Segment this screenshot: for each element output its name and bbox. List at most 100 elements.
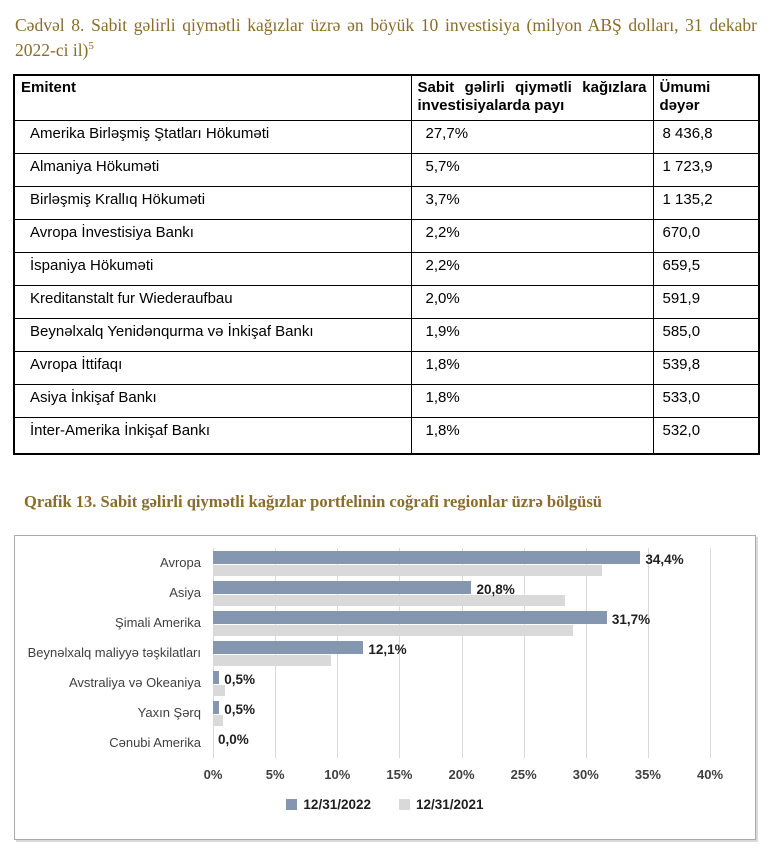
table-caption: Cədvəl 8. Sabit gəlirli qiymətli kağızla… (15, 13, 757, 63)
table-row: İnter-Amerika İnkişaf Bankı 1,8% 532,0 (13, 417, 760, 455)
table-row: Avropa İttifaqı 1,8% 539,8 (13, 351, 760, 386)
share-cell: 2,2% (410, 252, 654, 287)
value-cell: 670,0 (652, 219, 760, 254)
table-row: Kreditanstalt fur Wiederaufbau 2,0% 591,9 (13, 285, 760, 320)
legend-item-2022: 12/31/2022 (286, 797, 371, 812)
bar-2021 (213, 594, 565, 606)
column-header-total-value: Ümumi dəyər (652, 74, 760, 122)
value-cell: 533,0 (652, 384, 760, 419)
chart-bar-row: 0,5% (213, 668, 710, 698)
chart-plot-area: 34,4% 20,8% 31,7% 12,1% 0,5% 0,5% 0,0% (213, 547, 711, 758)
table-row: Avropa İnvestisiya Bankı 2,2% 670,0 (13, 219, 760, 254)
bar-2022 (213, 580, 472, 594)
x-axis-tick: 30% (572, 766, 599, 782)
share-cell: 1,9% (410, 318, 654, 353)
chart-category-label: Avropa (160, 554, 201, 570)
chart-bar-row: 0,0% (213, 728, 710, 758)
share-cell: 1,8% (410, 417, 654, 455)
bar-value-label: 0,0% (218, 731, 249, 747)
chart-category-label: Yaxın Şərq (137, 704, 201, 720)
emitent-cell: İspaniya Hökuməti (13, 252, 412, 287)
table-caption-text: Cədvəl 8. Sabit gəlirli qiymətli kağızla… (15, 15, 757, 60)
bar-2021 (213, 624, 574, 636)
x-axis-spacer (15, 767, 213, 785)
table-row: Beynəlxalq Yenidənqurma və İnkişaf Bankı… (13, 318, 760, 353)
share-cell: 1,8% (410, 384, 654, 419)
legend-label-2022: 12/31/2022 (303, 796, 371, 812)
share-cell: 1,8% (410, 351, 654, 386)
emitent-cell: Avropa İnvestisiya Bankı (13, 219, 412, 254)
emitent-cell: Kreditanstalt fur Wiederaufbau (13, 285, 412, 320)
x-axis-tick: 25% (510, 766, 537, 782)
bar-value-label: 20,8% (476, 581, 515, 597)
chart-category-label: Avstraliya və Okeaniya (69, 674, 201, 690)
gridline (710, 547, 711, 758)
bar-2021 (213, 714, 223, 726)
x-axis-tick: 0% (203, 766, 223, 782)
column-header-emitent: Emitent (13, 74, 412, 122)
chart-category-label: Asiya (169, 584, 201, 600)
value-cell: 8 436,8 (652, 120, 760, 155)
top-investments-table: Emitent Sabit gəlirli qiymətli kağızlara… (13, 73, 760, 455)
x-axis-tick: 5% (265, 766, 285, 782)
share-cell: 3,7% (410, 186, 654, 221)
value-cell: 1 135,2 (652, 186, 760, 221)
chart-category-label: Beynəlxalq maliyyə təşkilatları (27, 644, 201, 660)
gridline (647, 547, 649, 758)
legend-item-2021: 12/31/2021 (399, 797, 484, 812)
chart-category-label: Cənubi Amerika (109, 734, 201, 750)
bar-value-label: 0,5% (224, 701, 255, 717)
chart-caption: Qrafik 13. Sabit gəlirli qiymətli kağızl… (24, 491, 602, 511)
bar-value-label: 31,7% (611, 611, 651, 627)
emitent-cell: Avropa İttifaqı (13, 351, 412, 386)
x-axis-tick: 20% (448, 766, 475, 782)
gridline (399, 547, 401, 758)
gridline (523, 547, 525, 758)
gridline (585, 547, 587, 758)
bar-2021 (213, 564, 602, 576)
chart-bar-row: 12,1% (213, 638, 710, 668)
chart-bar-row: 20,8% (213, 578, 710, 608)
bar-2021 (213, 684, 226, 696)
bar-2022 (213, 640, 364, 654)
emitent-cell: Beynəlxalq Yenidənqurma və İnkişaf Bankı (13, 318, 412, 353)
chart-category-labels: Avropa Asiya Şimali Amerika Beynəlxalq mali… (15, 548, 213, 758)
emitent-cell: Amerika Birləşmiş Ştatları Hökuməti (13, 120, 412, 155)
value-cell: 539,8 (652, 351, 760, 386)
column-header-share: Sabit gəlirli qiymətli kağızlara investi… (410, 74, 654, 122)
emitent-cell: İnter-Amerika İnkişaf Bankı (13, 417, 412, 455)
x-axis-tick: 35% (634, 766, 661, 782)
value-cell: 585,0 (652, 318, 760, 353)
chart-x-axis-row: 0% 5% 10% 15% 20% 25% 30% 35% 40% (15, 767, 755, 785)
table-row: Amerika Birləşmiş Ştatları Hökuməti 27,7%… (13, 120, 760, 155)
emitent-cell: Almaniya Hökuməti (13, 153, 412, 188)
chart-plot-rows: 34,4% 20,8% 31,7% 12,1% 0,5% 0,5% 0,0% (213, 548, 710, 758)
table-row: İspaniya Hökuməti 2,2% 659,5 (13, 252, 760, 287)
legend-swatch-2022 (286, 798, 298, 810)
value-cell: 532,0 (652, 417, 760, 455)
table-header-row: Emitent Sabit gəlirli qiymətli kağızlara… (13, 74, 760, 122)
bar-value-label: 0,5% (224, 671, 255, 687)
chart-x-axis: 0% 5% 10% 15% 20% 25% 30% 35% 40% (204, 766, 723, 785)
emitent-cell: Birləşmiş Krallıq Hökuməti (13, 186, 412, 221)
share-cell: 27,7% (410, 120, 654, 155)
footnote-marker: 5 (88, 40, 94, 53)
bar-2021 (213, 654, 332, 666)
legend-swatch-2021 (399, 798, 410, 810)
chart-category-label: Şimali Amerika (115, 614, 201, 630)
chart-legend: 12/31/2022 12/31/2021 (15, 797, 755, 812)
emitent-cell: Asiya İnkişaf Bankı (13, 384, 412, 419)
value-cell: 591,9 (652, 285, 760, 320)
legend-label-2021: 12/31/2021 (416, 796, 484, 812)
x-axis-tick: 40% (696, 766, 724, 782)
bar-value-label: 12,1% (368, 641, 407, 657)
chart-bar-row: 31,7% (213, 608, 710, 638)
table-row: Almaniya Hökuməti 5,7% 1 723,9 (13, 153, 760, 188)
share-cell: 2,0% (410, 285, 654, 320)
bar-2022 (213, 610, 607, 624)
geographic-distribution-chart: Avropa Asiya Şimali Amerika Beynəlxalq mali… (14, 534, 756, 840)
share-cell: 5,7% (410, 153, 654, 188)
x-axis-tick: 15% (386, 766, 413, 782)
table-row: Birləşmiş Krallıq Hökuməti 3,7% 1 135,2 (13, 186, 760, 221)
bar-2022 (213, 700, 220, 714)
